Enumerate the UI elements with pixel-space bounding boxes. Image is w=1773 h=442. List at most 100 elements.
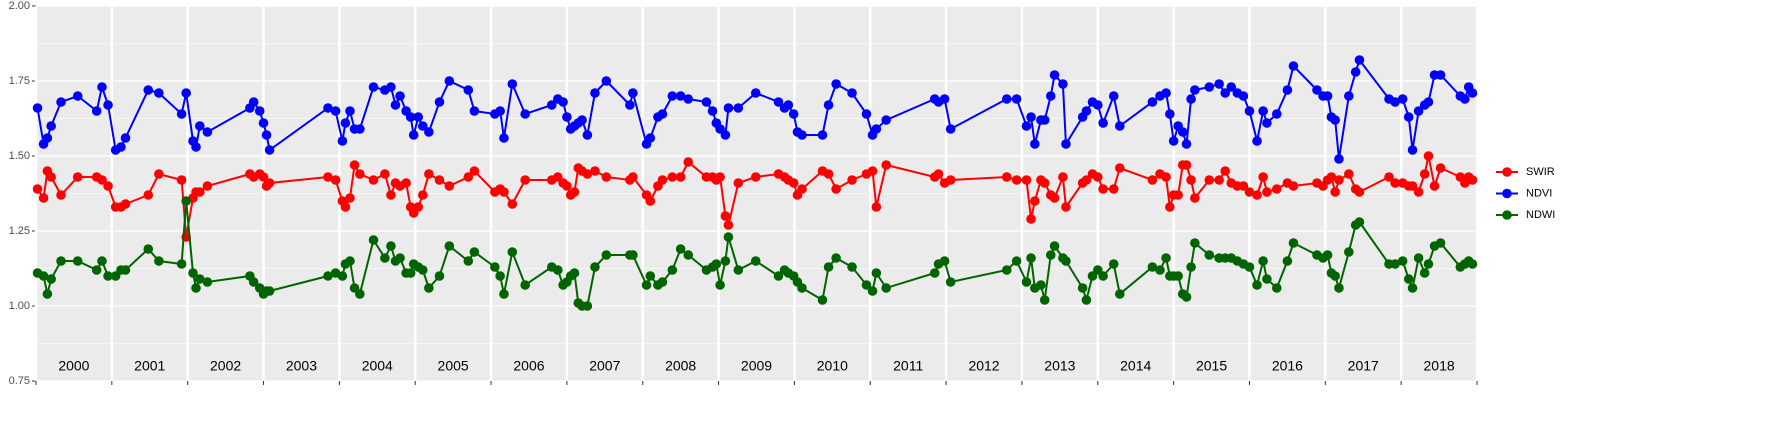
year-label: 2002 — [210, 358, 241, 374]
data-point — [1092, 172, 1103, 182]
data-point — [434, 175, 445, 185]
data-point — [1204, 175, 1215, 185]
data-point — [1098, 184, 1108, 194]
year-label: 2007 — [589, 358, 620, 374]
data-point — [368, 175, 379, 185]
data-point — [91, 265, 102, 275]
data-point — [823, 169, 834, 179]
legend-marker — [1502, 210, 1512, 220]
y-tick-label: 1.75 — [9, 75, 30, 87]
data-point — [881, 283, 891, 293]
data-point — [657, 109, 668, 119]
data-point — [195, 187, 205, 197]
data-point — [1045, 91, 1056, 101]
data-point — [590, 88, 600, 98]
data-point — [939, 256, 950, 266]
data-point — [773, 271, 784, 281]
data-point — [120, 199, 131, 209]
data-point — [723, 103, 734, 113]
data-point — [340, 202, 351, 212]
data-point — [1108, 184, 1119, 194]
data-point — [1186, 94, 1196, 104]
data-point — [103, 271, 113, 281]
data-point — [720, 130, 731, 140]
data-point — [97, 175, 107, 185]
data-point — [683, 94, 694, 104]
data-point — [417, 265, 428, 275]
data-point — [871, 124, 882, 134]
data-point — [558, 97, 568, 107]
data-point — [1258, 256, 1268, 266]
data-point — [562, 112, 572, 122]
data-point — [1220, 166, 1231, 176]
data-point — [97, 256, 107, 266]
data-point — [444, 181, 455, 191]
data-point — [720, 211, 731, 221]
data-point — [797, 184, 807, 194]
data-point — [1244, 106, 1255, 116]
data-point — [945, 175, 956, 185]
data-point — [1262, 118, 1272, 128]
data-point — [520, 280, 530, 290]
data-point — [408, 130, 419, 140]
data-point — [1344, 169, 1354, 179]
data-point — [601, 250, 612, 260]
data-point — [667, 172, 678, 182]
year-label: 2004 — [362, 358, 393, 374]
data-point — [1190, 193, 1200, 203]
data-point — [797, 130, 807, 140]
data-point — [707, 106, 718, 116]
data-point — [867, 286, 878, 296]
data-point — [1181, 160, 1192, 170]
data-point — [401, 178, 411, 188]
data-point — [546, 100, 557, 110]
data-point — [1049, 193, 1060, 203]
year-label: 2018 — [1424, 358, 1455, 374]
data-point — [1165, 202, 1175, 212]
data-point — [1435, 238, 1446, 248]
data-point — [1467, 175, 1478, 185]
data-point — [552, 265, 563, 275]
data-point — [1288, 238, 1299, 248]
data-point — [1021, 121, 1032, 131]
data-point — [355, 124, 365, 134]
data-point — [939, 94, 950, 104]
data-point — [120, 133, 131, 143]
data-point — [463, 172, 474, 182]
data-point — [723, 232, 734, 242]
data-point — [1262, 274, 1272, 284]
legend-label: SWIR — [1526, 166, 1555, 178]
data-point — [1030, 139, 1040, 149]
year-label: 2009 — [741, 358, 772, 374]
data-point — [1177, 127, 1188, 137]
data-point — [1061, 256, 1071, 266]
data-point — [1190, 238, 1200, 248]
data-point — [1108, 259, 1119, 269]
data-point — [831, 79, 841, 89]
data-point — [46, 274, 56, 284]
data-point — [1326, 172, 1337, 182]
data-point — [424, 169, 434, 179]
data-point — [1350, 67, 1361, 77]
data-point — [711, 259, 722, 269]
data-point — [1322, 91, 1333, 101]
data-point — [345, 256, 355, 266]
data-point — [1114, 121, 1125, 131]
data-point — [395, 91, 405, 101]
data-point — [929, 268, 940, 278]
data-point — [56, 97, 66, 107]
data-point — [32, 184, 43, 194]
legend-marker — [1502, 188, 1512, 199]
data-point — [1220, 88, 1231, 98]
year-label: 2000 — [58, 358, 89, 374]
data-point — [195, 274, 205, 284]
data-point — [657, 175, 668, 185]
data-point — [188, 268, 198, 278]
data-point — [1288, 61, 1299, 71]
data-point — [349, 160, 360, 170]
data-point — [675, 91, 686, 101]
data-point — [191, 142, 201, 152]
data-point — [831, 184, 841, 194]
data-point — [386, 190, 396, 200]
